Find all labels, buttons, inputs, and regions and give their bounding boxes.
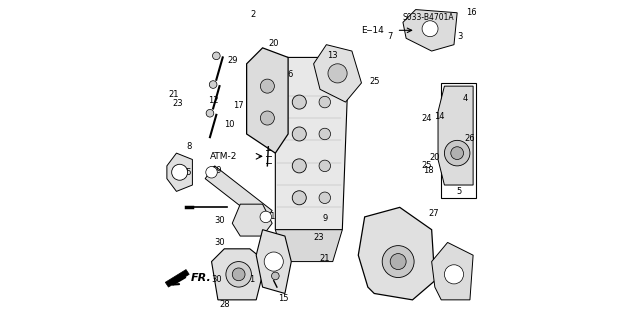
Polygon shape [212,249,266,300]
Text: 21: 21 [319,254,330,263]
Circle shape [292,191,307,205]
Text: 12: 12 [208,96,218,105]
Text: 20: 20 [429,153,440,162]
Circle shape [292,127,307,141]
Circle shape [260,111,275,125]
Text: 23: 23 [313,233,324,242]
Circle shape [212,52,220,60]
Text: FR.: FR. [191,272,212,283]
Polygon shape [314,45,362,102]
Circle shape [319,96,330,108]
Polygon shape [275,230,342,262]
Text: 25: 25 [422,161,432,170]
Text: 30: 30 [214,238,225,247]
Circle shape [260,211,271,223]
Circle shape [206,109,214,117]
Polygon shape [232,204,272,236]
Circle shape [451,147,463,160]
Text: 15: 15 [180,168,191,177]
Text: 6: 6 [287,70,292,79]
Circle shape [382,246,414,278]
Polygon shape [167,153,193,191]
Text: 16: 16 [466,8,477,17]
Polygon shape [403,10,457,51]
Text: 14: 14 [435,112,445,121]
Text: 28: 28 [219,300,230,309]
Polygon shape [438,86,473,185]
Polygon shape [246,48,288,153]
Text: 11: 11 [266,212,276,221]
Text: 9: 9 [322,214,328,223]
Circle shape [444,265,463,284]
Circle shape [292,159,307,173]
Text: 17: 17 [234,101,244,110]
Text: 2: 2 [250,10,255,19]
Text: 30: 30 [211,275,221,284]
Text: 15: 15 [278,294,289,303]
Text: 26: 26 [465,134,476,143]
Text: 19: 19 [211,166,221,175]
Text: 25: 25 [369,77,380,86]
Text: 30: 30 [214,216,225,225]
Polygon shape [205,166,272,223]
Text: E‒14: E‒14 [361,26,384,35]
Circle shape [319,128,330,140]
Circle shape [328,64,347,83]
Text: 29: 29 [227,56,237,65]
Circle shape [390,254,406,270]
Circle shape [232,268,245,281]
Text: S033-B4701A: S033-B4701A [403,13,454,22]
Polygon shape [256,230,291,293]
Circle shape [226,262,252,287]
Text: 10: 10 [224,120,234,129]
Polygon shape [275,57,349,230]
Circle shape [422,21,438,37]
Text: 21: 21 [168,90,179,99]
Text: 27: 27 [428,209,438,218]
Text: 18: 18 [423,166,434,175]
Polygon shape [165,270,189,287]
Text: 24: 24 [422,114,432,122]
Circle shape [260,79,275,93]
Text: 3: 3 [458,32,463,41]
Circle shape [264,252,284,271]
Circle shape [209,81,217,88]
Circle shape [319,160,330,172]
Circle shape [444,140,470,166]
Text: 4: 4 [463,94,468,103]
Text: 5: 5 [456,187,461,196]
Text: 8: 8 [186,142,192,151]
Polygon shape [358,207,435,300]
Text: 23: 23 [173,99,183,108]
Text: 1: 1 [249,275,254,284]
Circle shape [292,95,307,109]
Text: 7: 7 [387,32,393,41]
Text: ATM-2: ATM-2 [210,152,237,161]
Text: 13: 13 [328,51,338,60]
Text: 20: 20 [269,39,279,48]
Circle shape [206,167,218,178]
Polygon shape [431,242,473,300]
Circle shape [319,192,330,204]
Circle shape [271,272,279,280]
Circle shape [172,164,188,180]
